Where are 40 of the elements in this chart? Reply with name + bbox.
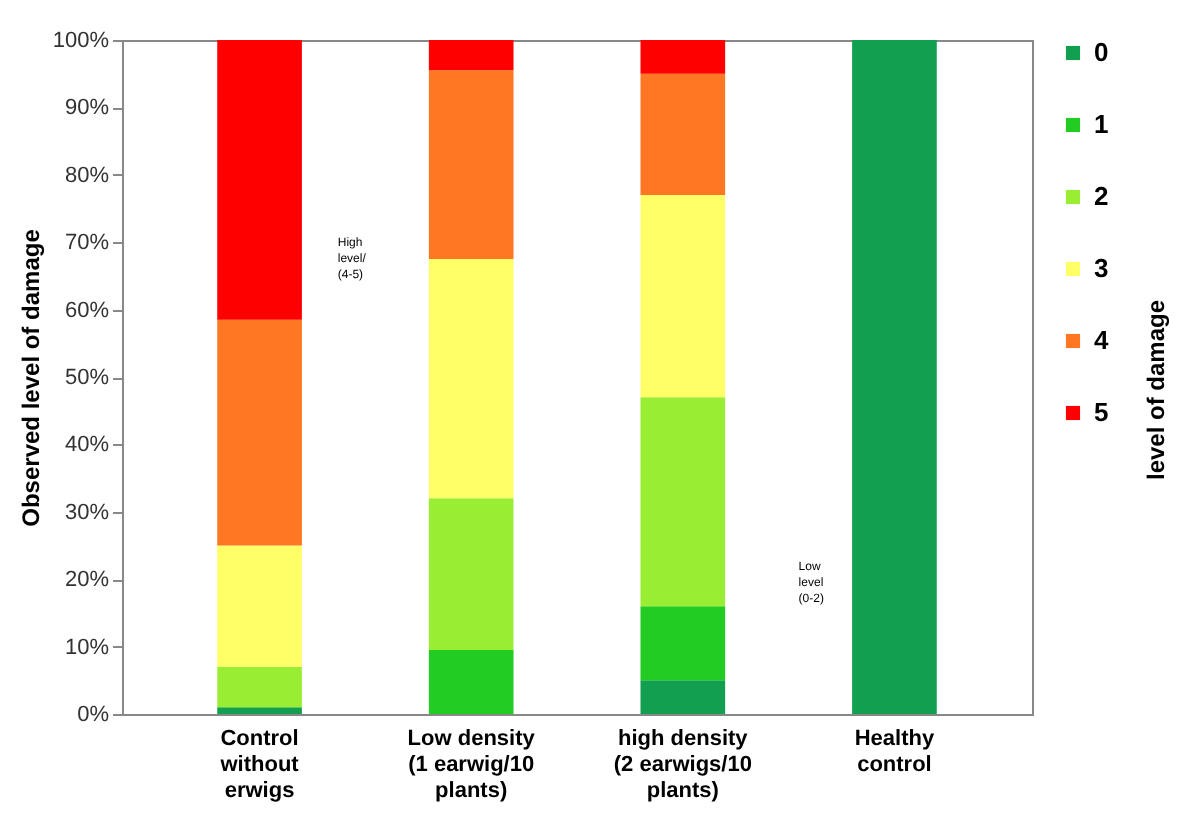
bar xyxy=(640,397,726,607)
legend-label: 2 xyxy=(1094,181,1109,211)
bar xyxy=(217,707,302,714)
y-tick-label: 70% xyxy=(64,231,110,256)
y-tick-label: 100% xyxy=(52,29,110,53)
bar xyxy=(217,666,302,708)
bar xyxy=(640,195,726,398)
legend-label: 1 xyxy=(1094,109,1109,139)
bar xyxy=(640,73,726,196)
y-tick-label: 30% xyxy=(64,500,110,525)
y-tick-label: 50% xyxy=(64,366,110,390)
x-tick-label: Low density (1 earwig/10 plants) xyxy=(407,727,537,803)
bar xyxy=(640,606,726,681)
y-tick-label: 20% xyxy=(64,568,110,593)
legend-title: level of damage xyxy=(1142,299,1170,481)
bar xyxy=(217,40,302,320)
bar xyxy=(640,40,726,74)
x-tick-label: Healthy control xyxy=(854,727,936,777)
legend-label: 0 xyxy=(1094,37,1109,67)
y-tick-label: 90% xyxy=(64,96,110,121)
bar xyxy=(428,259,514,499)
legend-label: 4 xyxy=(1094,325,1110,355)
bar xyxy=(852,40,937,714)
y-tick-label: 0% xyxy=(77,703,110,727)
bar xyxy=(640,680,726,714)
x-tick-label: high density (2 earwigs/10 plants) xyxy=(613,727,752,803)
y-tick-label: 40% xyxy=(64,433,110,458)
bar xyxy=(428,70,514,260)
y-tick-label: 80% xyxy=(64,163,110,188)
bar xyxy=(428,40,514,71)
bar xyxy=(428,498,514,650)
y-tick-label: 10% xyxy=(64,635,110,660)
bar xyxy=(428,649,514,714)
bar xyxy=(217,319,302,546)
x-tick-label: Control without erwigs xyxy=(218,727,300,803)
bar xyxy=(217,545,302,667)
legend-label: 3 xyxy=(1094,253,1109,283)
y-tick-label: 60% xyxy=(64,298,110,323)
legend-label: 5 xyxy=(1094,397,1109,427)
y-axis-title: Observed level of damage xyxy=(16,228,45,527)
